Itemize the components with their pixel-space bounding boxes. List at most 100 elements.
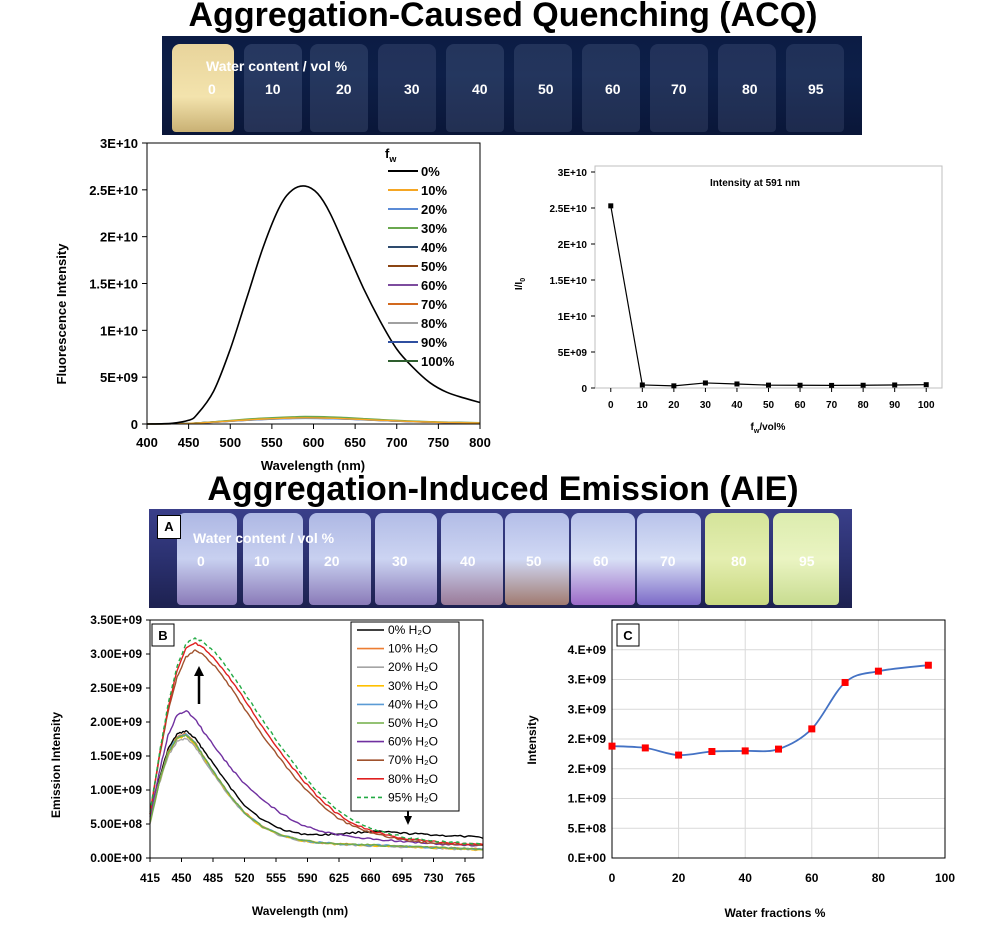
x-tick-label: 590 bbox=[297, 871, 317, 885]
x-tick-label: 20 bbox=[668, 400, 680, 411]
y-tick-label: 2.5E+10 bbox=[549, 204, 587, 215]
x-tick-label: 100 bbox=[918, 400, 935, 411]
x-tick-label: 80 bbox=[872, 871, 886, 885]
x-tick-label: 90 bbox=[889, 400, 901, 411]
aie-photo-label: 40 bbox=[460, 553, 476, 569]
vial-40 bbox=[441, 513, 503, 605]
acq-photo-label: 10 bbox=[265, 81, 281, 97]
x-tick-label: 660 bbox=[360, 871, 380, 885]
y-tick-label: 1E+10 bbox=[100, 323, 138, 338]
x-tick-label: 400 bbox=[136, 435, 158, 450]
x-tick-label: 600 bbox=[303, 435, 325, 450]
series-line-0 bbox=[149, 729, 484, 840]
legend-label: 60% bbox=[421, 278, 447, 293]
y-tick-label: 1.E+09 bbox=[568, 792, 607, 806]
vial-50 bbox=[514, 44, 572, 132]
legend-label: 70% H₂O bbox=[388, 753, 438, 767]
down-arrow-head bbox=[404, 816, 412, 825]
legend-label: 60% H₂O bbox=[388, 735, 438, 749]
x-tick-label: 650 bbox=[344, 435, 366, 450]
y-tick-label: 3.00E+09 bbox=[90, 647, 142, 661]
series-line-9 bbox=[149, 637, 484, 845]
y-tick-label: 2E+10 bbox=[558, 240, 588, 251]
intensity-point bbox=[766, 382, 771, 388]
y-tick-label: 0.00E+00 bbox=[90, 851, 142, 865]
aie-intensity-chart: 0 20 40 60 80 100 0.E+00 5.E+08 1.E+09 2.E+09 2.E+… bbox=[525, 619, 955, 920]
y-tick-label: 5.E+08 bbox=[568, 821, 607, 835]
intensity-point bbox=[829, 382, 835, 388]
x-tick-label: 555 bbox=[266, 871, 286, 885]
y-tick-label: 1.5E+10 bbox=[89, 277, 138, 292]
vial-50 bbox=[505, 513, 569, 605]
legend-label: 70% bbox=[421, 297, 447, 312]
aie-photo-header: Water content / vol % bbox=[193, 530, 335, 546]
intensity-point bbox=[892, 382, 898, 388]
vial-40 bbox=[446, 44, 504, 132]
vial-20 bbox=[310, 44, 368, 132]
x-tick-label: 30 bbox=[700, 400, 712, 411]
acq-intensity-chart: 0 10 20 30 40 50 60 70 80 90 100 0 5E+09 1E+10 1.5E+10… bbox=[514, 165, 943, 435]
aie-photo-label: 95 bbox=[799, 553, 815, 569]
x-tick-label: 60 bbox=[805, 871, 819, 885]
vial-95 bbox=[773, 513, 839, 605]
aie-spectra-chart: 415 450 485 520 555 590 625 660 695 730 765 0.00E+0… bbox=[49, 613, 484, 918]
series-line-10% bbox=[146, 417, 481, 425]
legend-label: 90% bbox=[421, 335, 447, 350]
y-tick-label: 4.E+09 bbox=[568, 643, 607, 657]
y-tick-label: 2E+10 bbox=[100, 230, 138, 245]
series-line-0% bbox=[146, 185, 481, 425]
x-tick-label: 50 bbox=[763, 400, 775, 411]
x-tick-label: 625 bbox=[329, 871, 349, 885]
x-tick-label: 695 bbox=[392, 871, 412, 885]
acq-intensity-ylabel: I/I0 bbox=[514, 278, 527, 290]
acq-intensity-title: Intensity at 591 nm bbox=[710, 178, 800, 189]
acq-photo-label: 95 bbox=[808, 81, 824, 97]
y-tick-label: 5E+09 bbox=[558, 348, 588, 359]
y-tick-label: 3.50E+09 bbox=[90, 613, 142, 627]
y-tick-label: 1.50E+09 bbox=[90, 749, 142, 763]
acq-photo-header: Water content / vol % bbox=[206, 58, 348, 74]
vial-80 bbox=[705, 513, 769, 605]
x-tick-label: 765 bbox=[455, 871, 475, 885]
intensity-point bbox=[923, 382, 929, 388]
aie-intensity-xlabel: Water fractions % bbox=[725, 906, 826, 920]
y-tick-label: 2.E+09 bbox=[568, 732, 607, 746]
legend-label: 80% bbox=[421, 316, 447, 331]
aie-photo-label: 20 bbox=[324, 553, 340, 569]
panel-letter-c-text: C bbox=[623, 628, 633, 643]
y-tick-label: 2.E+09 bbox=[568, 762, 607, 776]
intensity-point bbox=[797, 382, 803, 388]
x-tick-label: 450 bbox=[171, 871, 191, 885]
y-tick-label: 3E+10 bbox=[100, 136, 138, 151]
x-tick-label: 500 bbox=[219, 435, 241, 450]
panel-letter-b bbox=[151, 623, 175, 647]
aie-photo-label: 70 bbox=[660, 553, 676, 569]
y-tick-label: 0 bbox=[131, 417, 138, 432]
intensity-point bbox=[741, 747, 749, 755]
acq-title: Aggregation-Caused Quenching (ACQ) bbox=[188, 0, 818, 34]
vial-60 bbox=[571, 513, 635, 605]
legend-label: 100% bbox=[421, 354, 455, 369]
x-tick-label: 700 bbox=[386, 435, 408, 450]
legend-label: 30% bbox=[421, 221, 447, 236]
x-tick-label: 70 bbox=[826, 400, 838, 411]
aie-photo-label: 10 bbox=[254, 553, 270, 569]
x-tick-label: 550 bbox=[261, 435, 283, 450]
legend-label: 0% H₂O bbox=[388, 623, 431, 637]
aie-photo-label: 0 bbox=[197, 553, 205, 569]
legend-label: 20% bbox=[421, 202, 447, 217]
x-tick-label: 800 bbox=[469, 435, 491, 450]
y-tick-label: 1E+10 bbox=[558, 312, 588, 323]
vial-0 bbox=[177, 513, 237, 605]
y-tick-label: 1.5E+10 bbox=[549, 276, 587, 287]
aie-intensity-ylabel: Intensity bbox=[525, 715, 539, 765]
intensity-point bbox=[775, 745, 782, 753]
legend-label: 80% H₂O bbox=[388, 772, 438, 786]
x-tick-label: 450 bbox=[178, 435, 200, 450]
vial-80 bbox=[718, 44, 776, 132]
vial-10 bbox=[244, 44, 302, 132]
legend-label: 20% H₂O bbox=[388, 660, 438, 674]
x-tick-label: 485 bbox=[203, 871, 223, 885]
x-tick-label: 750 bbox=[428, 435, 450, 450]
vial-70 bbox=[650, 44, 708, 132]
